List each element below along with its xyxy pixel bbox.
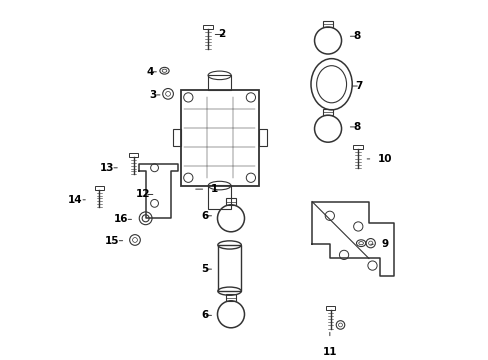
Bar <box>180 90 258 185</box>
Text: 14: 14 <box>68 195 82 205</box>
Text: 3: 3 <box>149 90 157 100</box>
Text: 7: 7 <box>354 81 362 91</box>
Text: 13: 13 <box>100 163 114 173</box>
Text: 9: 9 <box>381 239 388 249</box>
Text: 16: 16 <box>114 214 128 224</box>
Text: 8: 8 <box>352 31 360 41</box>
Text: 15: 15 <box>105 236 120 246</box>
Text: 5: 5 <box>201 264 208 274</box>
Bar <box>323 109 332 115</box>
Bar <box>353 145 363 149</box>
Text: 11: 11 <box>322 347 336 357</box>
Text: 2: 2 <box>218 30 225 40</box>
Bar <box>208 185 230 209</box>
Text: 8: 8 <box>352 122 360 132</box>
Bar <box>323 21 332 27</box>
Text: 6: 6 <box>201 310 208 320</box>
Text: 6: 6 <box>201 211 208 221</box>
Bar <box>172 129 180 147</box>
Bar <box>207 75 231 90</box>
Bar <box>203 25 213 29</box>
Bar <box>128 153 138 157</box>
Bar <box>94 185 104 190</box>
Bar <box>325 306 335 310</box>
Bar <box>217 245 241 291</box>
Text: 1: 1 <box>211 184 218 194</box>
Text: 10: 10 <box>377 154 392 164</box>
Bar <box>226 198 235 205</box>
Text: 12: 12 <box>135 189 150 199</box>
Text: 4: 4 <box>146 67 153 77</box>
Bar <box>226 294 235 301</box>
Bar <box>258 129 266 147</box>
